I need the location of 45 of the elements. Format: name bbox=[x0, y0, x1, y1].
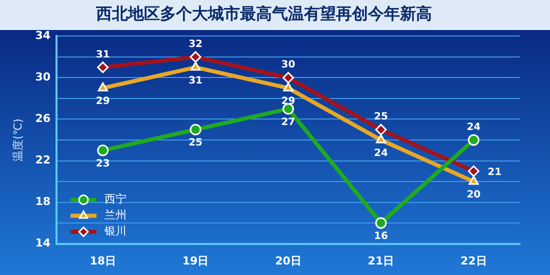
point bbox=[375, 217, 387, 229]
point bbox=[97, 62, 109, 74]
point bbox=[468, 165, 480, 177]
data-label: 30 bbox=[281, 60, 296, 71]
data-label: 21 bbox=[488, 167, 502, 178]
point bbox=[283, 82, 294, 92]
point bbox=[468, 176, 479, 185]
point bbox=[98, 82, 108, 92]
data-label: 23 bbox=[96, 158, 110, 170]
point bbox=[190, 51, 202, 63]
data-label: 25 bbox=[188, 138, 203, 149]
x-tick-label: 19日 bbox=[182, 254, 209, 268]
data-label: 29 bbox=[281, 96, 296, 108]
data-label: 20 bbox=[466, 190, 481, 201]
data-label: 27 bbox=[281, 116, 296, 128]
legend-label: 兰州 bbox=[104, 208, 127, 222]
y-tick-label: 34 bbox=[35, 29, 51, 42]
y-tick-label: 26 bbox=[35, 112, 51, 126]
data-label: 24 bbox=[374, 148, 388, 159]
y-tick-label: 14 bbox=[35, 236, 51, 250]
legend-label: 银川 bbox=[104, 224, 127, 238]
x-tick-label: 20日 bbox=[275, 254, 302, 268]
point bbox=[375, 124, 387, 136]
data-label: 31 bbox=[96, 49, 110, 60]
point bbox=[468, 134, 480, 146]
data-label: 32 bbox=[188, 38, 203, 50]
data-label: 25 bbox=[374, 112, 388, 123]
y-axis-title: 温度(℃) bbox=[11, 118, 24, 162]
data-label: 24 bbox=[466, 122, 481, 133]
data-label: 31 bbox=[188, 75, 203, 86]
point bbox=[97, 144, 109, 156]
data-label: 29 bbox=[96, 96, 110, 108]
point bbox=[190, 124, 202, 136]
y-tick-label: 18 bbox=[35, 195, 51, 208]
point bbox=[282, 72, 294, 84]
y-tick-label: 22 bbox=[35, 154, 51, 167]
x-tick-label: 21日 bbox=[368, 254, 394, 268]
point bbox=[190, 62, 201, 71]
data-label: 16 bbox=[374, 231, 388, 242]
x-tick-label: 18日 bbox=[90, 254, 116, 268]
x-tick-label: 22日 bbox=[460, 254, 487, 268]
legend-label: 西宁 bbox=[104, 192, 127, 206]
y-tick-label: 30 bbox=[35, 70, 51, 84]
point bbox=[376, 134, 386, 144]
chart-title: 西北地区多个大城市最高气温有望再创今年新高 bbox=[95, 4, 432, 23]
